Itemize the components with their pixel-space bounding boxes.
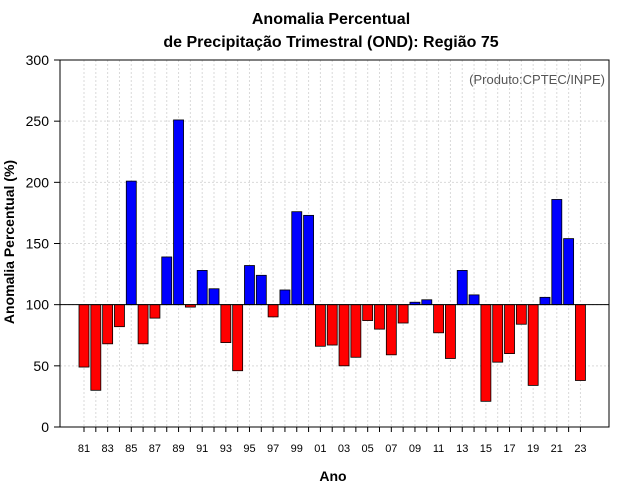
bar-2022 bbox=[563, 238, 575, 306]
bar-1987 bbox=[149, 304, 161, 319]
x-tick-label: 97 bbox=[267, 443, 279, 455]
bar-1984 bbox=[114, 304, 125, 328]
bar-1999 bbox=[291, 211, 303, 306]
y-tick-label: 150 bbox=[26, 236, 50, 252]
bar-2013 bbox=[456, 270, 468, 306]
x-tick-label: 99 bbox=[291, 443, 303, 455]
bar-1991 bbox=[196, 270, 208, 306]
bar-2017 bbox=[504, 304, 515, 354]
plot-frame bbox=[59, 59, 610, 428]
x-tick-label: 87 bbox=[149, 443, 161, 455]
bars bbox=[78, 119, 586, 402]
bar-1997 bbox=[267, 304, 279, 318]
bar-2008 bbox=[397, 304, 409, 324]
bar-2004 bbox=[350, 304, 362, 358]
bar-2015 bbox=[480, 304, 492, 402]
bar-2010 bbox=[421, 299, 433, 306]
bar-2007 bbox=[385, 304, 397, 356]
x-tick-label: 13 bbox=[456, 443, 468, 455]
x-tick-label: 11 bbox=[433, 443, 444, 455]
bar-1989 bbox=[173, 119, 184, 306]
x-tick-label: 91 bbox=[196, 443, 208, 455]
x-tick-label: 85 bbox=[125, 443, 137, 455]
x-tick-label: 07 bbox=[385, 443, 397, 455]
bar-2002 bbox=[326, 304, 338, 346]
bar-1985 bbox=[125, 180, 137, 306]
bar-2001 bbox=[314, 304, 326, 347]
bar-1993 bbox=[220, 304, 232, 343]
bar-2018 bbox=[515, 304, 527, 325]
bar-1988 bbox=[161, 256, 173, 306]
bar-1994 bbox=[232, 304, 244, 372]
bar-2003 bbox=[338, 304, 350, 367]
x-tick-label: 89 bbox=[172, 443, 184, 455]
y-tick-label: 300 bbox=[26, 52, 50, 68]
bar-1983 bbox=[102, 304, 114, 345]
bar-2000 bbox=[303, 214, 314, 306]
bar-2019 bbox=[527, 304, 539, 386]
chart-title-line2: de Precipitação Trimestral (OND): Região… bbox=[163, 34, 498, 51]
bar-2011 bbox=[433, 304, 445, 334]
y-axis-ticks: 0 50 100 150 200 250 300 bbox=[26, 52, 60, 435]
bar-2005 bbox=[362, 304, 374, 321]
y-tick-label: 200 bbox=[26, 174, 50, 190]
y-tick-label: 50 bbox=[33, 358, 49, 374]
x-tick-label: 17 bbox=[503, 443, 515, 455]
y-axis-title: Anomalia Percentual (%) bbox=[1, 160, 17, 324]
x-tick-label: 05 bbox=[362, 443, 374, 455]
x-tick-label: 93 bbox=[220, 443, 232, 455]
x-tick-label: 83 bbox=[102, 443, 114, 455]
bar-2014 bbox=[468, 294, 480, 306]
x-tick-label: 09 bbox=[409, 443, 421, 455]
x-tick-label: 81 bbox=[78, 443, 90, 455]
bar-1981 bbox=[78, 304, 90, 368]
x-tick-label: 19 bbox=[527, 443, 539, 455]
y-tick-label: 250 bbox=[26, 113, 50, 129]
bar-1995 bbox=[244, 265, 255, 306]
bar-2016 bbox=[492, 304, 504, 363]
y-tick-label: 0 bbox=[41, 419, 49, 435]
x-axis-title: Ano bbox=[319, 468, 346, 484]
grid-lines bbox=[60, 60, 609, 427]
bar-1986 bbox=[137, 304, 149, 345]
y-tick-label: 100 bbox=[26, 297, 50, 313]
bar-2021 bbox=[551, 199, 563, 306]
x-tick-label: 15 bbox=[480, 443, 492, 455]
source-credit: (Produto:CPTEC/INPE) bbox=[469, 72, 605, 87]
bar-1992 bbox=[208, 288, 220, 306]
bar-2006 bbox=[374, 304, 385, 330]
x-tick-label: 23 bbox=[574, 443, 586, 455]
x-tick-label: 03 bbox=[338, 443, 350, 455]
bar-2012 bbox=[445, 304, 456, 359]
x-tick-label: 95 bbox=[243, 443, 255, 455]
chart-title-line1: Anomalia Percentual bbox=[252, 11, 410, 28]
bar-2020 bbox=[539, 296, 551, 306]
bar-1982 bbox=[90, 304, 102, 391]
bar-1998 bbox=[279, 289, 291, 306]
x-axis-ticks: 81 83 85 87 89 91 93 95 97 99 01 03 05 07 09 11 13 15 17 19… bbox=[78, 427, 587, 455]
bar-1996 bbox=[255, 274, 267, 306]
x-tick-label: 21 bbox=[551, 443, 563, 455]
x-tick-label: 01 bbox=[314, 443, 326, 455]
bar-2023 bbox=[575, 304, 586, 381]
